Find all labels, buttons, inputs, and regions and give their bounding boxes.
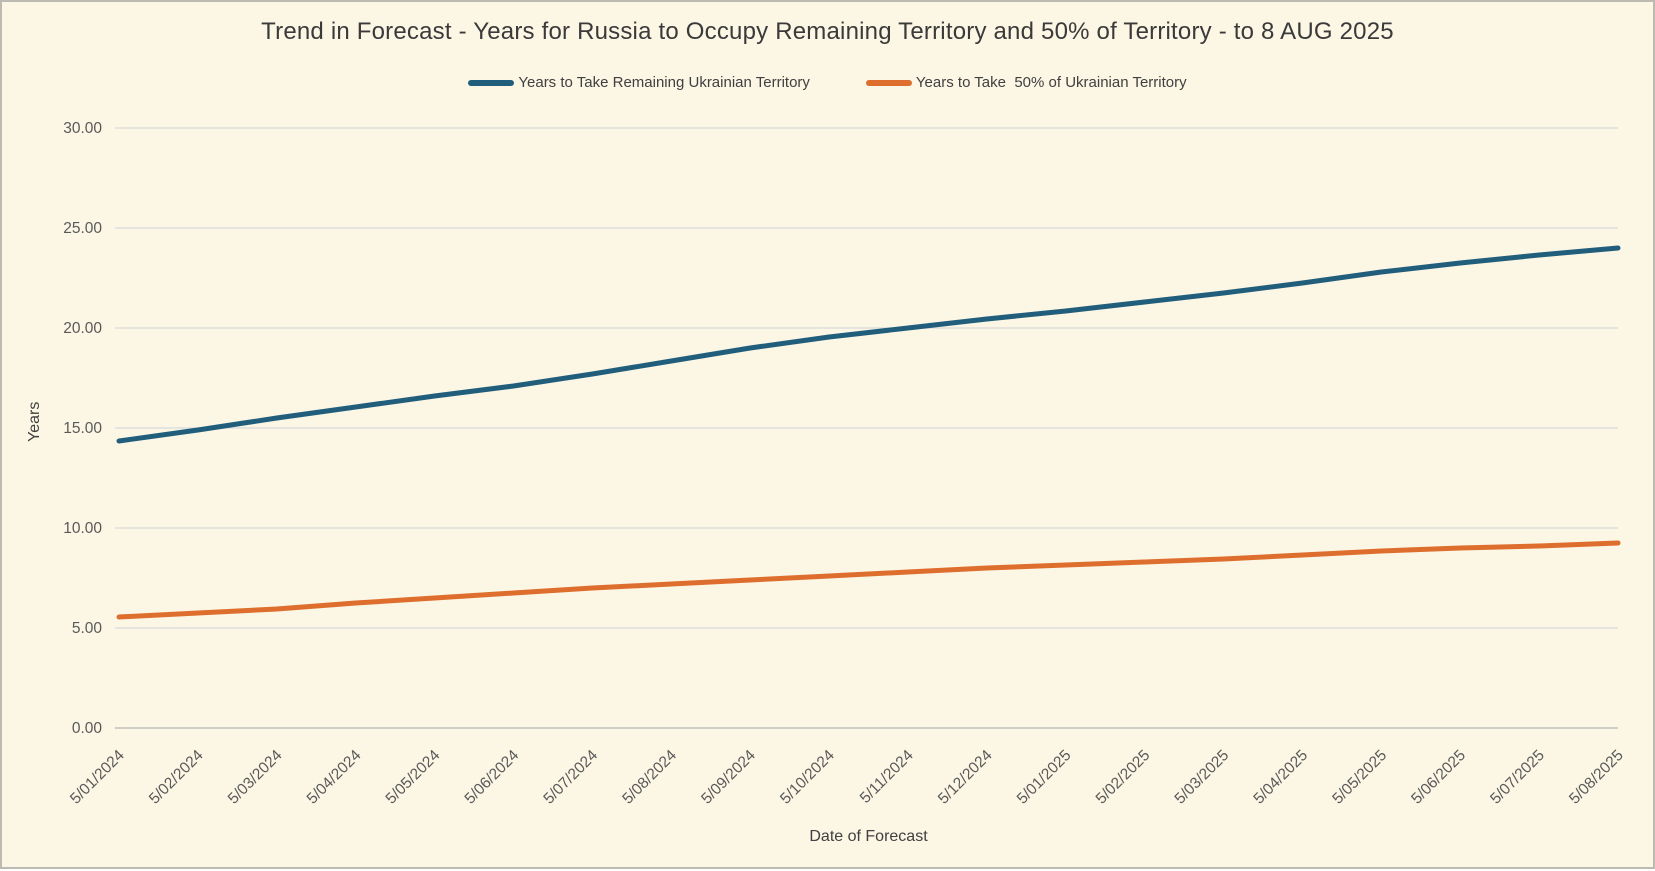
- legend-swatch-50pct-territory: [865, 79, 912, 86]
- x-tick-label: 5/05/2025: [1329, 747, 1390, 808]
- legend-item-50pct-territory[interactable]: Years to Take 50% of Ukrainian Territory: [865, 74, 1187, 91]
- chart-title: Trend in Forecast - Years for Russia to …: [261, 18, 1394, 45]
- legend-swatch-remaining-territory: [468, 79, 515, 86]
- x-tick-label: 5/06/2024: [462, 747, 523, 808]
- x-tick-label: 5/08/2025: [1566, 747, 1627, 808]
- legend-label: Years to Take Remaining Ukrainian Territ…: [518, 74, 810, 91]
- y-tick-label: 5.00: [72, 620, 103, 637]
- x-tick-label: 5/02/2025: [1093, 747, 1154, 808]
- x-tick-label: 5/01/2025: [1014, 747, 1075, 808]
- x-tick-label: 5/04/2025: [1250, 747, 1311, 808]
- legend: Years to Take Remaining Ukrainian Territ…: [2, 74, 1653, 91]
- x-tick-label: 5/07/2025: [1487, 747, 1548, 808]
- x-tick-label: 5/03/2024: [225, 747, 286, 808]
- x-tick-label: 5/12/2024: [935, 747, 996, 808]
- x-tick-label: 5/08/2024: [619, 747, 680, 808]
- y-tick-label: 10.00: [63, 520, 102, 537]
- legend-item-remaining-territory[interactable]: Years to Take Remaining Ukrainian Territ…: [468, 74, 810, 91]
- x-tick-label: 5/09/2024: [698, 747, 759, 808]
- series-line-0: [116, 245, 1621, 444]
- x-tick-label: 5/07/2024: [540, 747, 601, 808]
- y-tick-label: 0.00: [72, 720, 103, 737]
- x-tick-label: 5/04/2024: [304, 747, 365, 808]
- x-tick-label: 5/02/2024: [146, 747, 207, 808]
- x-tick-label: 5/06/2025: [1408, 747, 1469, 808]
- x-tick-label: 5/10/2024: [777, 747, 838, 808]
- x-tick-label: 5/05/2024: [383, 747, 444, 808]
- y-tick-label: 20.00: [63, 320, 102, 337]
- series-line-1: [116, 540, 1621, 620]
- x-tick-label: 5/03/2025: [1172, 747, 1233, 808]
- y-tick-label: 15.00: [63, 420, 102, 437]
- y-axis-title: Years: [26, 401, 43, 442]
- legend-label: Years to Take 50% of Ukrainian Territory: [915, 74, 1187, 91]
- y-tick-label: 25.00: [63, 220, 102, 237]
- x-axis-title: Date of Forecast: [809, 828, 928, 845]
- y-tick-label: 30.00: [63, 120, 102, 137]
- x-tick-label: 5/01/2024: [67, 747, 128, 808]
- x-tick-label: 5/11/2024: [857, 747, 917, 807]
